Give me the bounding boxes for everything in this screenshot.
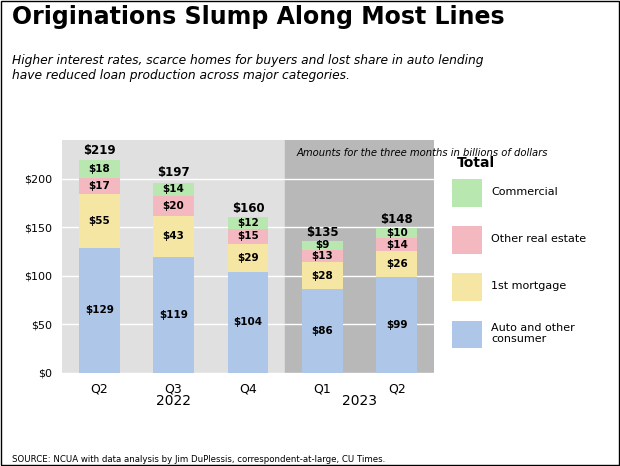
- Text: 2023: 2023: [342, 394, 377, 408]
- Text: Commercial: Commercial: [491, 187, 558, 197]
- Text: $28: $28: [311, 271, 334, 281]
- Text: $55: $55: [88, 216, 110, 226]
- Bar: [62, 140, 285, 373]
- Text: $29: $29: [237, 253, 259, 263]
- Bar: [302, 249, 343, 262]
- FancyBboxPatch shape: [453, 321, 482, 349]
- Bar: [302, 289, 343, 373]
- FancyBboxPatch shape: [453, 274, 482, 302]
- Bar: [153, 257, 194, 373]
- Bar: [153, 196, 194, 215]
- FancyBboxPatch shape: [453, 226, 482, 254]
- Text: Total: Total: [457, 156, 495, 170]
- Text: $26: $26: [386, 259, 408, 269]
- Bar: [228, 244, 268, 272]
- Bar: [79, 160, 120, 178]
- Text: $14: $14: [162, 185, 185, 194]
- Text: $43: $43: [162, 232, 185, 241]
- Bar: [228, 272, 268, 373]
- Bar: [79, 194, 120, 247]
- Text: $99: $99: [386, 320, 407, 330]
- Bar: [228, 229, 268, 244]
- Text: $18: $18: [88, 164, 110, 174]
- Text: $13: $13: [311, 251, 334, 261]
- Bar: [376, 252, 417, 277]
- Text: $10: $10: [386, 228, 408, 238]
- Bar: [302, 262, 343, 289]
- Text: Other real estate: Other real estate: [491, 234, 587, 244]
- Bar: [376, 228, 417, 238]
- Text: $9: $9: [315, 240, 330, 250]
- Text: SOURCE: NCUA with data analysis by Jim DuPlessis, correspondent-at-large, CU Tim: SOURCE: NCUA with data analysis by Jim D…: [12, 455, 386, 464]
- Text: $86: $86: [311, 326, 334, 336]
- Text: $135: $135: [306, 226, 339, 239]
- Text: Originations Slump Along Most Lines: Originations Slump Along Most Lines: [12, 5, 505, 29]
- FancyBboxPatch shape: [453, 179, 482, 207]
- Text: $12: $12: [237, 218, 259, 228]
- Bar: [153, 183, 194, 196]
- Bar: [79, 247, 120, 373]
- Text: $17: $17: [88, 181, 110, 191]
- Text: $160: $160: [232, 202, 264, 214]
- Bar: [285, 140, 434, 373]
- Text: $104: $104: [234, 317, 262, 327]
- Text: $129: $129: [85, 305, 113, 315]
- Text: $197: $197: [157, 165, 190, 178]
- Text: $15: $15: [237, 232, 259, 241]
- Text: $119: $119: [159, 310, 188, 320]
- Text: Amounts for the three months in billions of dollars: Amounts for the three months in billions…: [296, 148, 548, 158]
- Text: Auto and other
consumer: Auto and other consumer: [491, 322, 575, 344]
- Text: $14: $14: [386, 240, 408, 250]
- Text: Higher interest rates, scarce homes for buyers and lost share in auto lending
ha: Higher interest rates, scarce homes for …: [12, 54, 484, 82]
- Bar: [228, 218, 268, 229]
- Bar: [376, 277, 417, 373]
- Bar: [302, 241, 343, 249]
- Text: $20: $20: [162, 201, 185, 211]
- Text: 2022: 2022: [156, 394, 191, 408]
- Text: $219: $219: [83, 144, 115, 157]
- Text: $148: $148: [381, 213, 413, 226]
- Bar: [79, 178, 120, 194]
- Text: 1st mortgage: 1st mortgage: [491, 281, 567, 291]
- Bar: [153, 215, 194, 257]
- Bar: [376, 238, 417, 252]
